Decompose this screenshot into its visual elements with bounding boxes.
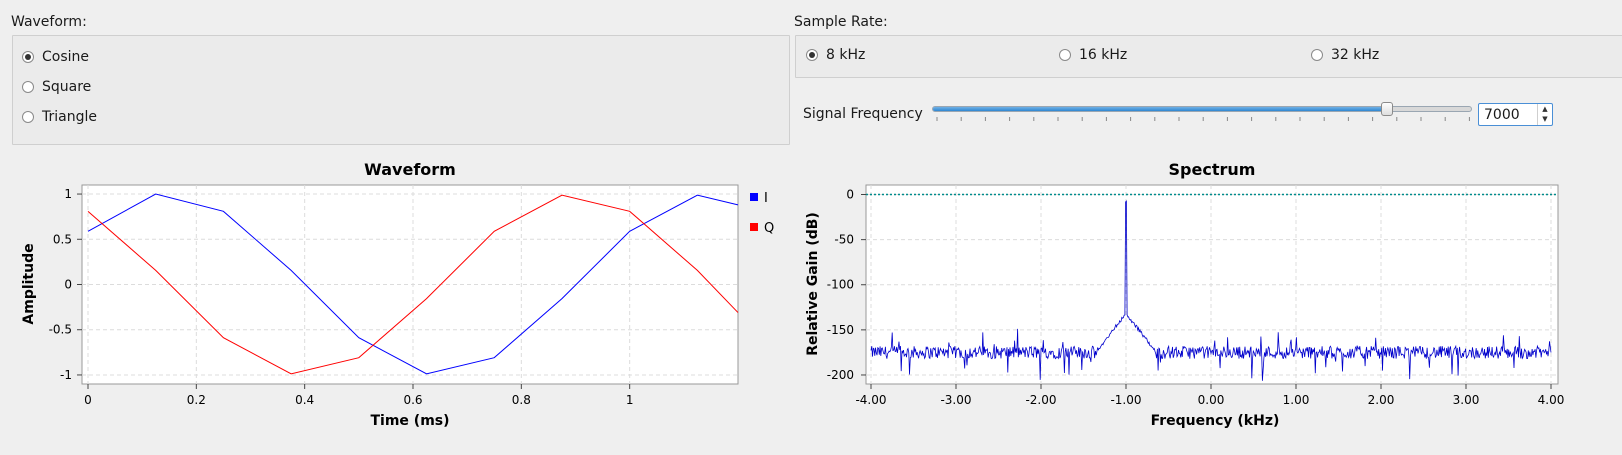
spectrum-x-tick-label: -4.00 xyxy=(855,393,886,407)
waveform-y-tick-label: 0.5 xyxy=(53,232,72,246)
spectrum-x-tick-label: 3.00 xyxy=(1453,393,1480,407)
spectrum-x-tick-label: -1.00 xyxy=(1110,393,1141,407)
waveform-x-tick-label: 0.6 xyxy=(403,393,422,407)
waveform-group-frame xyxy=(12,35,790,145)
radio-square-indicator[interactable] xyxy=(22,81,34,93)
radio-8khz-label: 8 kHz xyxy=(826,47,865,63)
signal-frequency-value[interactable]: 7000 xyxy=(1479,107,1537,123)
waveform-y-tick-label: 0 xyxy=(64,278,72,292)
spectrum-chart-title: Spectrum xyxy=(1169,160,1256,179)
radio-16khz-label: 16 kHz xyxy=(1079,47,1127,63)
slider-tick-marks xyxy=(932,117,1472,123)
spectrum-x-tick-label: 1.00 xyxy=(1283,393,1310,407)
radio-triangle-indicator[interactable] xyxy=(22,111,34,123)
waveform-y-tick-label: -0.5 xyxy=(49,323,72,337)
radio-square-label: Square xyxy=(42,79,91,95)
radio-32khz-indicator[interactable] xyxy=(1311,49,1323,61)
spin-up-icon[interactable]: ▲ xyxy=(1538,104,1552,115)
spectrum-y-axis-label: Relative Gain (dB) xyxy=(805,212,821,356)
radio-square[interactable]: Square xyxy=(22,79,91,95)
spectrum-y-tick-label: -150 xyxy=(827,323,854,337)
waveform-x-axis-label: Time (ms) xyxy=(370,413,449,429)
signal-frequency-label: Signal Frequency xyxy=(803,106,923,122)
waveform-x-tick-label: 0.8 xyxy=(512,393,531,407)
legend-swatch-i xyxy=(750,193,758,201)
spectrum-x-axis-label: Frequency (kHz) xyxy=(1151,413,1280,429)
waveform-chart: 0 0.2 0.4 0.6 0.8 1 1 0.5 0 -0.5 -1 Waveform Time … xyxy=(0,150,800,455)
waveform-x-tick-label: 0.4 xyxy=(295,393,314,407)
waveform-group-title: Waveform: xyxy=(11,14,87,30)
waveform-x-tick-label: 0 xyxy=(84,393,92,407)
spectrum-x-tick-label: 2.00 xyxy=(1368,393,1395,407)
signal-frequency-slider-fill xyxy=(933,107,1388,111)
spectrum-x-tick-label: 0.00 xyxy=(1198,393,1225,407)
spectrum-x-tick-label: -2.00 xyxy=(1025,393,1056,407)
signal-frequency-spinbox[interactable]: 7000 ▲ ▼ xyxy=(1478,103,1553,126)
radio-32khz[interactable]: 32 kHz xyxy=(1311,47,1379,63)
spectrum-y-tick-label: -200 xyxy=(827,368,854,382)
waveform-y-axis-label: Amplitude xyxy=(21,243,37,324)
radio-8khz[interactable]: 8 kHz xyxy=(806,47,865,63)
radio-cosine[interactable]: Cosine xyxy=(22,49,89,65)
waveform-x-tick-label: 0.2 xyxy=(187,393,206,407)
waveform-y-tick-label: 1 xyxy=(64,187,72,201)
spectrum-x-tick-label: -3.00 xyxy=(940,393,971,407)
spectrum-y-tick-label: -50 xyxy=(834,233,854,247)
spectrum-y-tick-label: -100 xyxy=(827,278,854,292)
waveform-chart-title: Waveform xyxy=(364,160,456,179)
sample-rate-group-title: Sample Rate: xyxy=(794,14,888,30)
radio-triangle[interactable]: Triangle xyxy=(22,109,97,125)
radio-cosine-indicator[interactable] xyxy=(22,51,34,63)
waveform-x-tick-label: 1 xyxy=(626,393,634,407)
radio-16khz-indicator[interactable] xyxy=(1059,49,1071,61)
legend-swatch-q xyxy=(750,223,758,231)
sample-rate-group-frame xyxy=(795,35,1622,78)
spin-down-icon[interactable]: ▼ xyxy=(1538,115,1552,126)
radio-cosine-label: Cosine xyxy=(42,49,89,65)
radio-triangle-label: Triangle xyxy=(42,109,97,125)
legend-label-i: I xyxy=(764,191,768,206)
radio-32khz-label: 32 kHz xyxy=(1331,47,1379,63)
signal-frequency-slider-handle[interactable] xyxy=(1381,102,1393,116)
radio-16khz[interactable]: 16 kHz xyxy=(1059,47,1127,63)
waveform-y-tick-label: -1 xyxy=(60,368,72,382)
spectrum-x-tick-label: 4.00 xyxy=(1538,393,1565,407)
radio-8khz-indicator[interactable] xyxy=(806,49,818,61)
spectrum-y-tick-label: 0 xyxy=(846,188,854,202)
spectrum-chart: -4.00 -3.00 -2.00 -1.00 0.00 1.00 2.00 3.00 4.00… xyxy=(800,150,1622,455)
legend-label-q: Q xyxy=(764,221,774,236)
